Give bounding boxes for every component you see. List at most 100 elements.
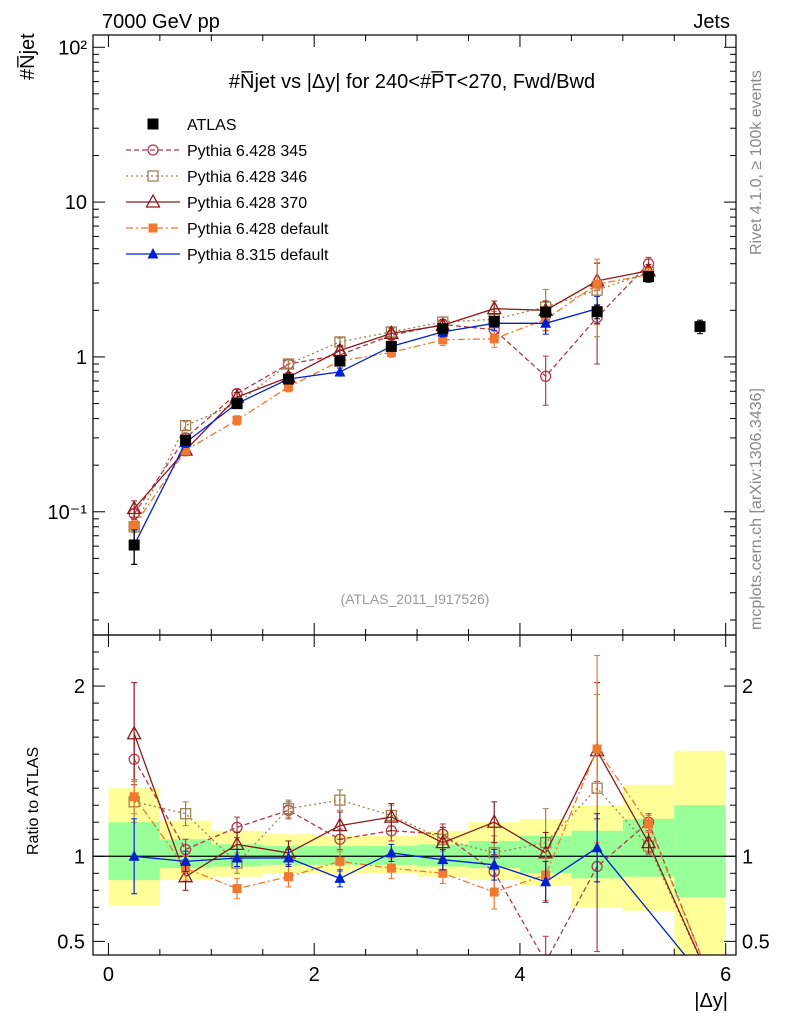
ratio-point [540, 875, 552, 887]
ratio-point [488, 858, 500, 870]
ratio-plot-area [93, 654, 736, 955]
ratio-point [332, 817, 348, 832]
ratio-point [386, 863, 396, 873]
ratio-point [282, 851, 294, 863]
data-point [438, 335, 448, 345]
legend-marker [148, 223, 158, 233]
legend-label: Pythia 6.428 default [187, 221, 329, 238]
ratio-point [335, 856, 345, 866]
ratio-point [334, 794, 346, 806]
ratio-point [385, 846, 397, 858]
main-series-group [126, 256, 706, 565]
ratio-y-tick-label: 2 [74, 676, 85, 698]
data-point [129, 521, 139, 531]
series-line [133, 308, 598, 546]
ratio-panel: 0.5 0.5 1 1 2 2 0 2 4 6 Ratio to ATLAS |Δy| [25, 634, 770, 1012]
ratio-point [640, 834, 657, 849]
ratio-point [180, 855, 192, 866]
x-axis-label: |Δy| [694, 990, 728, 1012]
data-point [643, 271, 655, 283]
ratio-point [383, 808, 399, 823]
data-point [488, 315, 500, 327]
ratio-point [129, 792, 139, 802]
data-point [180, 434, 192, 446]
series-line [133, 263, 650, 515]
data-point [179, 419, 192, 432]
series-line [133, 273, 649, 527]
ratio-y-axis-label: Ratio to ATLAS [25, 747, 42, 855]
uncertainty-band-inner [674, 805, 726, 898]
data-point [385, 340, 397, 352]
data-point [181, 445, 191, 455]
legend-marker [145, 193, 161, 208]
ratio-y-tick-label: 1 [74, 846, 85, 868]
main-title: #N̅jet vs |Δy| for 240<#P̅T<270, Fwd/Bwd [229, 70, 595, 93]
ratio-point [126, 725, 142, 740]
x-tick-label: 0 [103, 964, 114, 986]
data-point [334, 355, 346, 367]
rivet-version-label: Rivet 4.1.0, ≥ 100k events [748, 70, 765, 255]
legend-label: Pythia 6.428 346 [187, 169, 307, 186]
ratio-y-tick-label: 0.5 [57, 931, 85, 953]
legend-marker [147, 170, 159, 182]
data-point [591, 306, 603, 318]
x-tick-label: 2 [309, 964, 320, 986]
y-tick-label: 10⁻¹ [48, 502, 88, 524]
data-point [489, 334, 499, 344]
ratio-point [435, 834, 451, 849]
legend-label: Pythia 6.428 345 [187, 143, 307, 160]
data-point [334, 365, 346, 377]
x-tick-label: 6 [720, 964, 731, 986]
ratio-series-line [133, 733, 700, 955]
ratio-y-tick-label-right: 1 [742, 846, 753, 868]
ratio-point [178, 868, 194, 883]
data-point [383, 324, 399, 340]
ratio-y-tick-label-right: 2 [742, 676, 753, 698]
ratio-point [334, 872, 346, 883]
ratio-point [437, 853, 449, 865]
mcplots-label: mcplots.cern.ch [arXiv:1306.3436] [748, 388, 765, 630]
data-point [694, 321, 706, 333]
ratio-point [644, 819, 654, 829]
data-point [592, 279, 602, 289]
ratio-series-group [93, 654, 736, 955]
y-tick-label: 10² [58, 37, 87, 59]
y-tick-label: 1 [76, 347, 87, 369]
ratio-series-line [134, 787, 700, 955]
data-point [126, 500, 142, 515]
legend-label: Pythia 6.428 370 [187, 195, 307, 212]
data-point [231, 398, 243, 410]
ratio-point [489, 887, 499, 897]
ratio-point [231, 851, 243, 863]
y-tick-label: 10 [65, 192, 87, 214]
ratio-point [232, 884, 242, 894]
legend-label: ATLAS [187, 117, 237, 134]
ratio-point [591, 841, 603, 853]
ratio-point [592, 744, 602, 754]
data-point [540, 306, 552, 318]
main-y-axis-label: #N̅jet [16, 33, 39, 80]
ratio-point [438, 868, 448, 878]
ratio-axis-ticks: 0.5 0.5 1 1 2 2 0 2 4 6 [57, 635, 770, 986]
legend-marker [147, 118, 159, 130]
data-point [437, 323, 449, 335]
analysis-watermark: (ATLAS_2011_I917526) [341, 591, 490, 607]
ratio-y-tick-label-right: 0.5 [742, 931, 770, 953]
ratio-point [486, 813, 502, 828]
data-point [486, 300, 502, 315]
data-point [332, 342, 348, 357]
main-panel: 10⁻¹ 1 10 10² #N̅jet vs |Δy| for 240<#P̅T<2… [16, 33, 737, 636]
data-point [128, 539, 140, 551]
energy-label: 7000 GeV pp [102, 11, 220, 33]
ratio-frame [92, 634, 737, 956]
series-line [133, 270, 649, 509]
data-point [283, 382, 293, 392]
legend-label: Pythia 8.315 default [187, 247, 329, 264]
process-label: Jets [693, 11, 730, 33]
legend-marker [147, 144, 159, 156]
x-tick-label: 4 [514, 964, 525, 986]
data-point [282, 373, 294, 385]
legend-marker [147, 248, 159, 259]
data-point [386, 347, 396, 357]
